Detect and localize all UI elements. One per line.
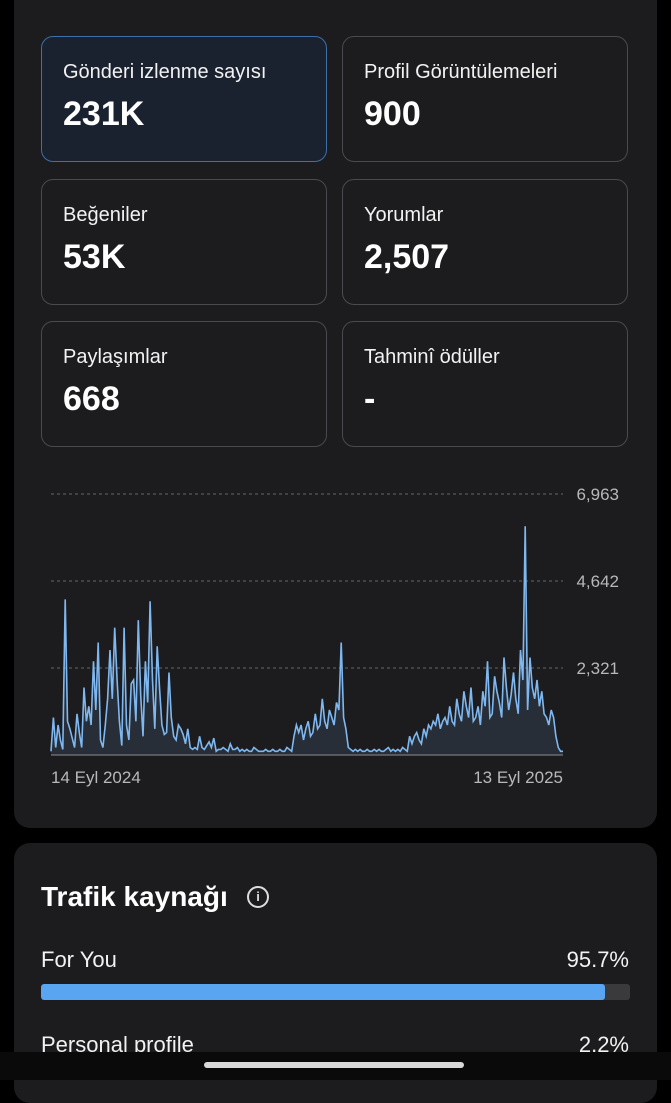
metric-label: Profil Görüntülemeleri	[364, 61, 558, 83]
traffic-source-title: Trafik kaynağı	[41, 881, 228, 912]
metric-value: 668	[63, 380, 120, 418]
views-line-chart[interactable]: 6,963 4,642 2,321 14 Eyl 2024 13 Eyl 2025	[0, 470, 671, 800]
metric-value: 53K	[63, 238, 126, 276]
x-label-end: 13 Eyl 2025	[473, 768, 563, 787]
metric-value: 900	[364, 95, 421, 133]
home-indicator[interactable]	[204, 1062, 464, 1068]
metric-label: Yorumlar	[364, 204, 444, 226]
metric-value: 231K	[63, 95, 145, 133]
metric-card-likes[interactable]: Beğeniler 53K	[41, 179, 327, 305]
y-tick-label: 4,642	[576, 572, 619, 591]
metric-card-post-views[interactable]: Gönderi izlenme sayısı 231K	[41, 36, 327, 162]
metric-card-shares[interactable]: Paylaşımlar 668	[41, 321, 327, 447]
y-tick-label: 2,321	[576, 659, 619, 678]
info-icon[interactable]: i	[247, 886, 269, 908]
x-label-start: 14 Eyl 2024	[51, 768, 141, 787]
metric-label: Beğeniler	[63, 204, 148, 226]
metric-card-estimated-rewards[interactable]: Tahminî ödüller -	[342, 321, 628, 447]
traffic-source-bar-fill	[41, 984, 605, 1000]
chart-line	[50, 526, 563, 753]
traffic-source-bar	[41, 984, 630, 1000]
traffic-source-name: For You	[41, 947, 117, 972]
metric-label: Gönderi izlenme sayısı	[63, 61, 267, 83]
metric-card-comments[interactable]: Yorumlar 2,507	[342, 179, 628, 305]
traffic-source-percent: 95.7%	[566, 947, 629, 972]
y-tick-label: 6,963	[576, 485, 619, 504]
chart-area	[51, 526, 563, 755]
metric-label: Paylaşımlar	[63, 346, 168, 368]
metric-card-profile-views[interactable]: Profil Görüntülemeleri 900	[342, 36, 628, 162]
metric-label: Tahminî ödüller	[364, 346, 500, 368]
metric-value: 2,507	[364, 238, 450, 276]
metric-value: -	[364, 380, 376, 418]
